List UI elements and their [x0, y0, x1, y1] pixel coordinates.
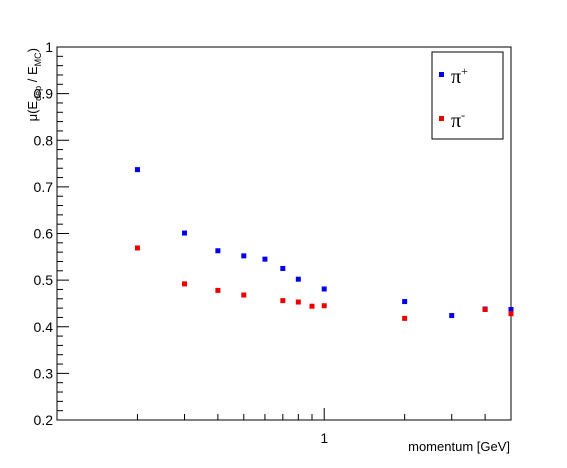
legend: π+ π- — [431, 51, 504, 140]
data-point-pi-plus — [280, 265, 286, 271]
y-tick-label: 0.3 — [34, 365, 54, 381]
data-point-pi-minus — [482, 306, 488, 312]
data-point-pi-minus — [181, 281, 187, 287]
data-markers — [134, 167, 514, 321]
data-point-pi-minus — [402, 315, 408, 321]
data-point-pi-minus — [321, 303, 327, 309]
data-point-pi-plus — [241, 253, 247, 259]
legend-box — [431, 51, 504, 140]
y-tick-label: 0.7 — [34, 179, 54, 195]
y-tick-label: 0.4 — [34, 319, 54, 335]
y-tick-label: 1 — [45, 39, 53, 55]
data-point-pi-plus — [215, 248, 221, 254]
y-tick-label: 0.5 — [34, 272, 54, 288]
y-tick-label: 0.6 — [34, 226, 54, 242]
y-axis: 0.2 0.3 0.4 0.5 0.6 0.7 0.8 0.9 1 — [34, 39, 69, 428]
x-tick-label: 1 — [320, 430, 328, 446]
data-point-pi-minus — [134, 245, 140, 251]
y-axis-title: μ(Edep / EMC) — [25, 48, 43, 121]
data-point-pi-minus — [295, 299, 301, 305]
data-point-pi-plus — [295, 276, 301, 282]
data-point-pi-plus — [321, 286, 327, 292]
x-axis: 1 — [56, 408, 512, 446]
data-point-pi-plus — [181, 230, 187, 236]
data-point-pi-minus — [309, 303, 315, 309]
y-tick-label: 0.9 — [34, 86, 54, 102]
data-point-pi-plus — [449, 313, 455, 319]
data-point-pi-plus — [134, 167, 140, 173]
y-tick-label: 0.8 — [34, 132, 54, 148]
data-point-pi-minus — [241, 292, 247, 298]
data-point-pi-minus — [215, 287, 221, 293]
x-axis-title: momentum [GeV] — [408, 439, 510, 454]
data-point-pi-minus — [280, 298, 286, 304]
legend-label-pi-minus: π- — [451, 108, 465, 132]
data-point-pi-plus — [262, 256, 268, 262]
legend-marker-pi-minus — [439, 116, 444, 121]
legend-label-pi-plus: π+ — [451, 64, 468, 88]
y-tick-label: 0.2 — [34, 412, 54, 428]
legend-marker-pi-plus — [439, 72, 444, 77]
data-point-pi-plus — [508, 306, 514, 312]
data-point-pi-plus — [402, 299, 408, 305]
data-point-pi-minus — [508, 311, 514, 317]
